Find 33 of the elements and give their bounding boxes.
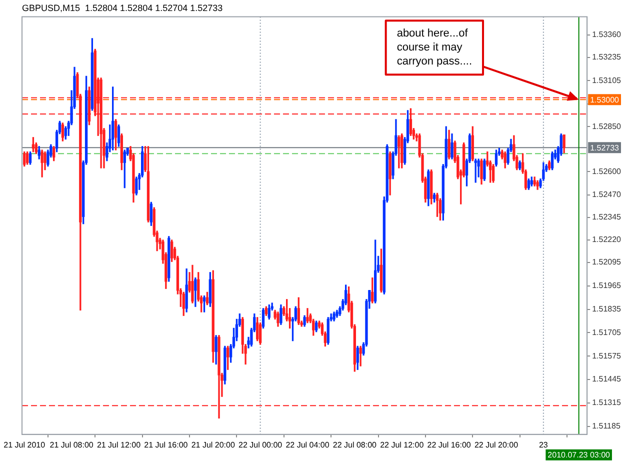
- chart-title: GBPUSD,M15 1.52804 1.52804 1.52704 1.52733: [22, 2, 223, 13]
- x-tick-label: 22 Jul 16:00: [427, 440, 472, 450]
- y-tick-label: 1.51185: [592, 422, 621, 431]
- y-tick-label: 1.51445: [592, 374, 622, 384]
- x-tick-label: 22 Jul 12:00: [380, 440, 424, 450]
- x-tick-label: 21 Jul 2010: [4, 440, 46, 450]
- ref-line-label: 2010.07.23 03:00: [548, 450, 611, 460]
- y-tick-label: 1.53235: [592, 52, 622, 62]
- y-tick-label: 1.52345: [592, 212, 622, 222]
- x-tick-label: 21 Jul 16:00: [144, 440, 188, 450]
- x-tick-label: 21 Jul 08:00: [50, 440, 94, 450]
- y-tick-label: 1.51705: [592, 328, 622, 337]
- x-tick-label: 22 Jul 20:00: [474, 440, 519, 450]
- y-tick-label: 1.52095: [592, 258, 622, 267]
- annotation: about here...of course it may carryon pass....: [396, 28, 472, 68]
- x-tick-label: 23: [538, 440, 548, 450]
- y-tick-label: 1.51315: [592, 398, 622, 408]
- x-tick-label: 21 Jul 20:00: [191, 440, 236, 450]
- x-tick-label: 22 Jul 04:00: [286, 440, 330, 450]
- y-tick-label: 1.51965: [592, 281, 622, 290]
- y-tick-label: 1.51835: [592, 304, 622, 314]
- x-tick-label: 21 Jul 12:00: [96, 440, 142, 450]
- ref-line-label: 1.52733: [590, 143, 620, 152]
- y-tick-label: 1.52470: [592, 190, 622, 200]
- ref-line-label: 1.53000: [590, 95, 620, 104]
- y-tick-label: 1.51575: [592, 351, 622, 360]
- y-tick-label: 1.52600: [592, 166, 622, 176]
- y-tick-label: 1.52850: [592, 122, 622, 131]
- y-tick-label: 1.53105: [592, 76, 622, 85]
- x-tick-label: 22 Jul 08:00: [332, 440, 378, 450]
- y-tick-label: 1.52220: [592, 235, 622, 244]
- y-tick-label: 1.53360: [592, 30, 622, 40]
- x-tick-label: 22 Jul 00:00: [238, 440, 283, 450]
